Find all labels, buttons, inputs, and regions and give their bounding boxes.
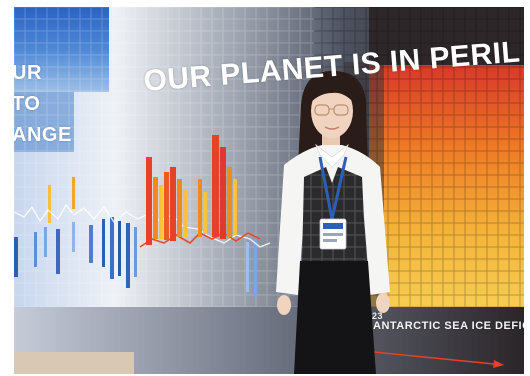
ice-bars: [14, 217, 257, 297]
warm-bar: [72, 177, 75, 209]
sea-ice-line: [14, 203, 271, 248]
photo-scene: [14, 7, 524, 374]
warm-bar: [48, 185, 51, 223]
slogan-line-2: TO: [14, 93, 41, 115]
temperature-bars: [146, 135, 237, 245]
trend-arrow-line: [373, 351, 495, 365]
slogan-line-1: UR: [14, 62, 42, 84]
year-label: 23: [372, 311, 384, 321]
sea-ice-deficit-label: ANTARCTIC SEA ICE DEFICIT: [373, 320, 524, 332]
event-photo: UR TO ANGE OUR PLANET IS IN PERIL 23 ANT…: [14, 7, 524, 374]
trend-arrow-head: [493, 360, 504, 368]
floor: [14, 352, 134, 374]
slogan-line-3: ANGE: [14, 124, 72, 146]
person: [276, 70, 390, 374]
